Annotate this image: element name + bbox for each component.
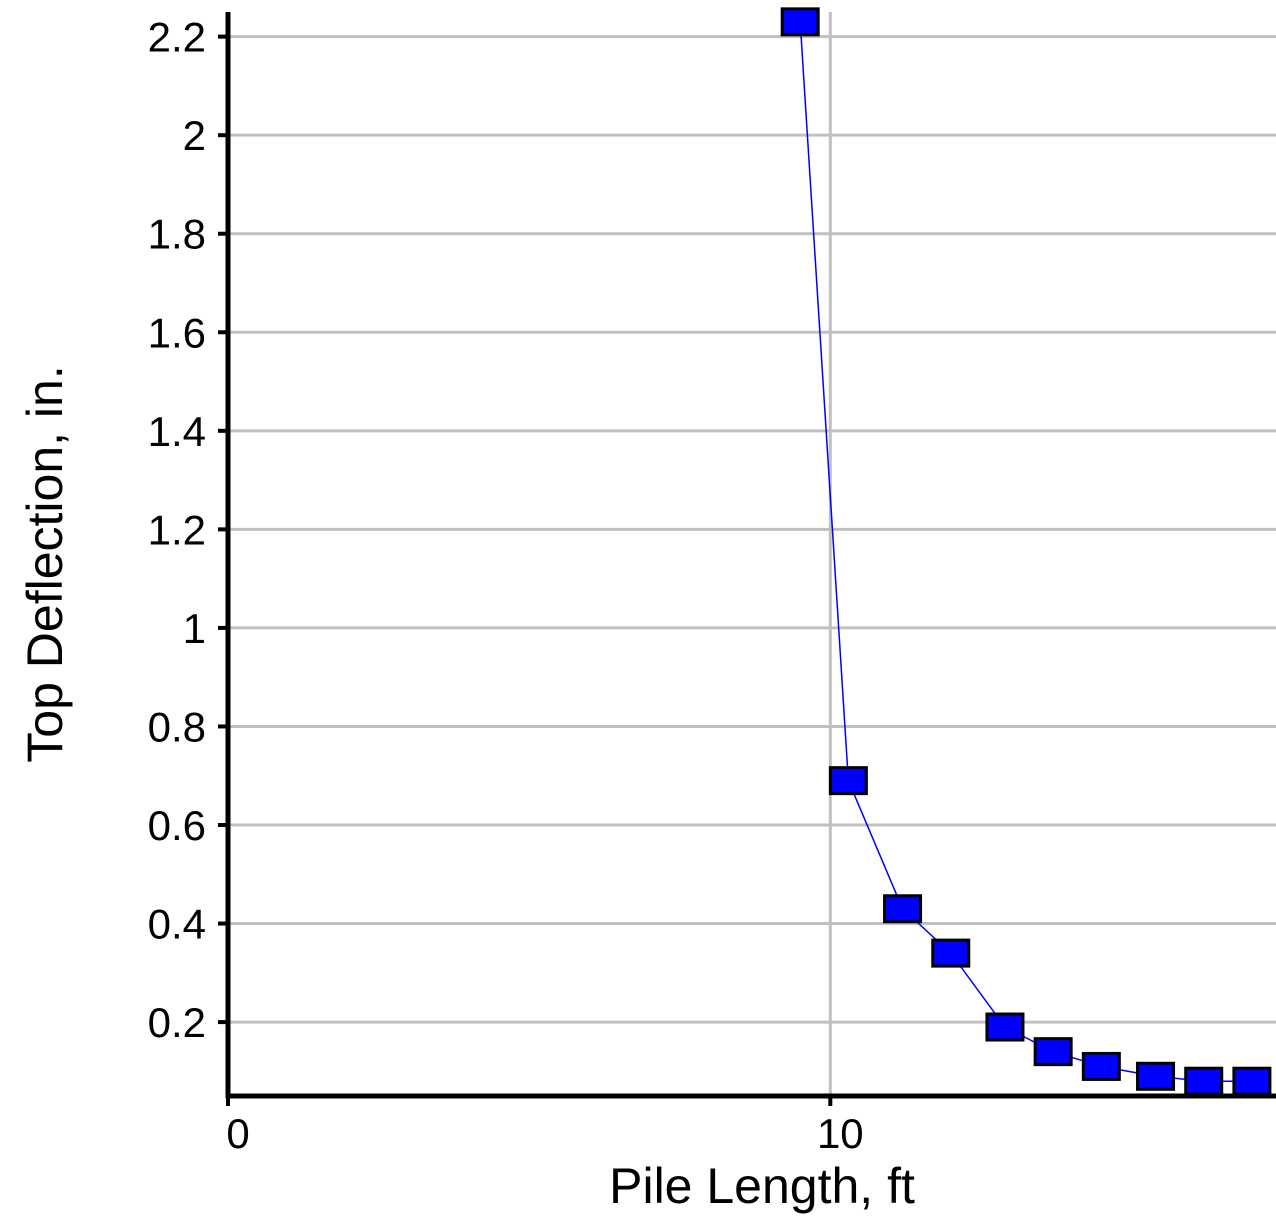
y-tick-label: 0.2 bbox=[148, 999, 206, 1046]
series-lines bbox=[799, 21, 1252, 1082]
y-tick-label: 1.8 bbox=[148, 211, 206, 258]
y-tick-label: 0.6 bbox=[148, 802, 206, 849]
y-tick-label: 2 bbox=[183, 112, 206, 159]
y-tick-label: 0.4 bbox=[148, 901, 206, 948]
y-tick-label: 1.2 bbox=[148, 506, 206, 553]
data-point bbox=[1232, 1066, 1272, 1096]
tick-labels: 0.2 0.4 0.6 0.8 1 1.2 1.4 1.6 1.8 2 2.2 0 10 bbox=[148, 14, 864, 1157]
x-tick-label: 10 bbox=[817, 1110, 864, 1157]
data-point bbox=[1033, 1037, 1073, 1067]
data-point bbox=[780, 7, 820, 37]
data-point bbox=[985, 1012, 1025, 1042]
grid bbox=[228, 12, 1276, 1096]
y-axis-title: Top Deflection, in. bbox=[17, 365, 73, 762]
data-point bbox=[828, 766, 868, 796]
y-tick-label: 1 bbox=[183, 605, 206, 652]
data-point bbox=[1081, 1051, 1121, 1081]
x-tick-label: 0 bbox=[226, 1110, 249, 1157]
data-point bbox=[931, 938, 971, 968]
data-point bbox=[1184, 1066, 1224, 1096]
series-line bbox=[799, 21, 1252, 1082]
x-axis-title: Pile Length, ft bbox=[609, 1158, 915, 1214]
data-point bbox=[883, 894, 923, 924]
y-tick-label: 2.2 bbox=[148, 14, 206, 61]
axes bbox=[218, 12, 1276, 1106]
data-point bbox=[1136, 1061, 1176, 1091]
y-tick-label: 0.8 bbox=[148, 703, 206, 750]
y-tick-label: 1.6 bbox=[148, 309, 206, 356]
y-tick-label: 1.4 bbox=[148, 408, 206, 455]
data-points bbox=[780, 7, 1272, 1096]
